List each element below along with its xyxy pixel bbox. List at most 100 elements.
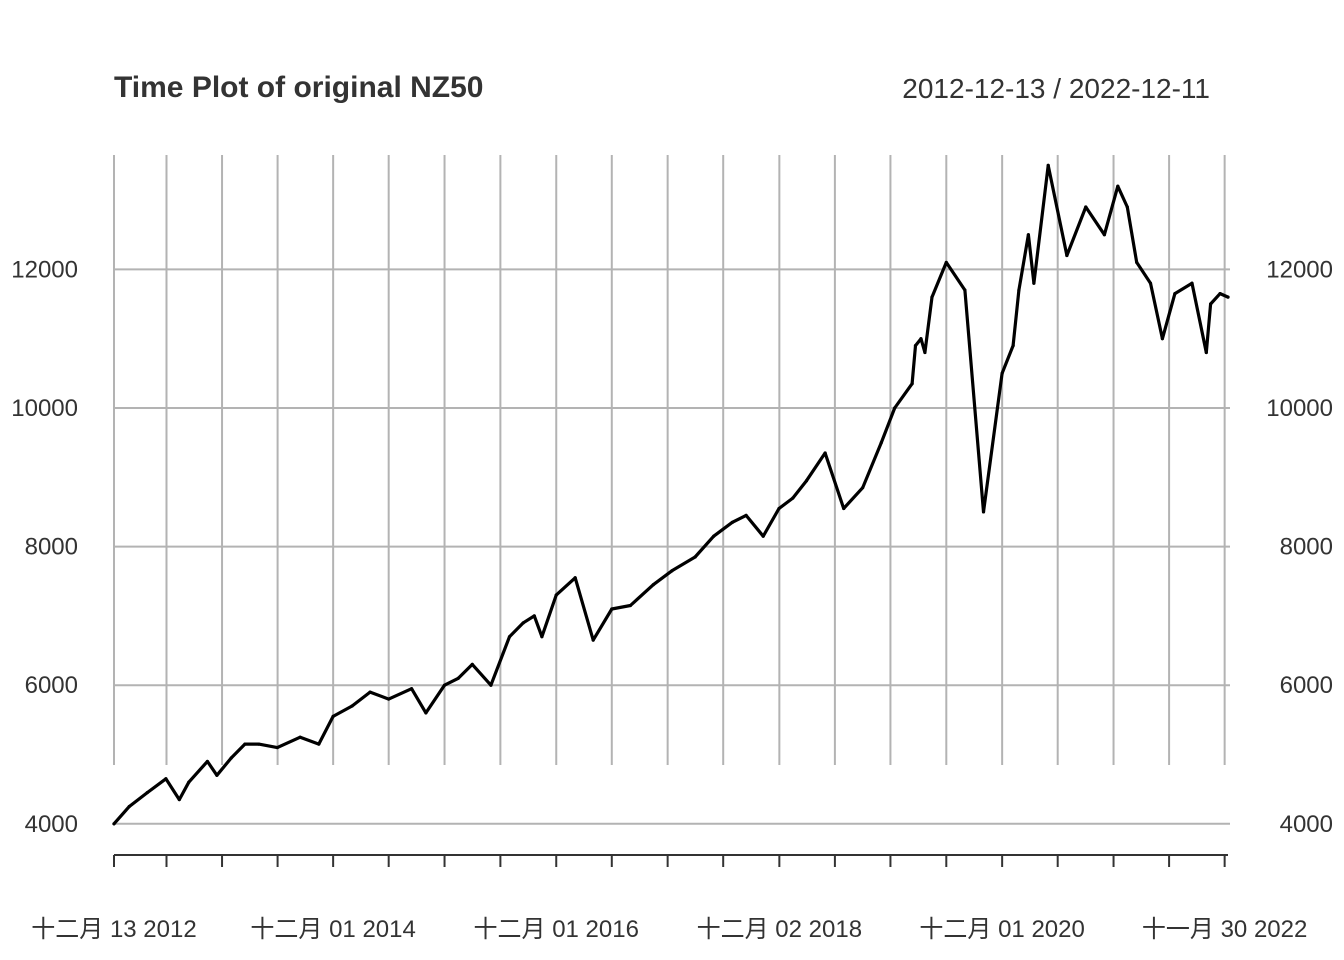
y-tick-left-4000: 4000 [25, 811, 78, 838]
data-point-35 [693, 555, 697, 559]
data-point-23 [489, 683, 493, 687]
data-point-65 [1116, 184, 1120, 188]
data-point-67 [1135, 260, 1139, 265]
data-point-72 [1204, 350, 1208, 355]
x-tick-label-2: 十二月 01 2016 [474, 916, 639, 943]
data-point-4 [177, 797, 181, 802]
data-point-68 [1148, 281, 1153, 285]
data-point-59 [1026, 233, 1030, 237]
data-point-24 [507, 635, 512, 639]
data-point-61 [1046, 163, 1050, 167]
data-point-71 [1190, 281, 1194, 285]
data-point-34 [670, 569, 674, 573]
data-point-6 [205, 759, 209, 764]
data-point-15 [350, 704, 354, 708]
data-point-38 [744, 513, 748, 517]
data-point-57 [1011, 343, 1015, 348]
data-point-58 [1017, 288, 1021, 292]
data-point-45 [861, 486, 865, 490]
y-tick-left-8000: 8000 [25, 534, 78, 561]
data-point-37 [730, 520, 734, 524]
data-point-66 [1125, 205, 1129, 209]
data-point-54 [963, 288, 967, 292]
data-point-14 [331, 714, 335, 718]
x-tick-label-5: 十一月 30 2022 [1142, 916, 1307, 943]
y-tick-right-6000: 6000 [1280, 672, 1333, 699]
data-point-74 [1218, 292, 1222, 296]
data-point-70 [1173, 292, 1177, 296]
data-point-52 [930, 295, 934, 299]
data-point-5 [187, 780, 191, 784]
x-tick-label-3: 十二月 02 2018 [697, 916, 862, 943]
data-point-28 [554, 593, 558, 597]
data-point-3 [164, 777, 168, 781]
data-point-29 [573, 576, 577, 580]
data-point-40 [777, 506, 781, 511]
y-axis-left-labels: 4000 6000 8000 10000 12000 [11, 256, 78, 837]
data-point-55 [981, 510, 986, 514]
data-point-41 [791, 496, 795, 500]
data-point-32 [628, 603, 633, 608]
data-point-30 [591, 638, 595, 642]
y-tick-left-12000: 12000 [11, 256, 78, 283]
data-point-25 [521, 621, 525, 625]
data-point-18 [409, 687, 414, 691]
data-point-49 [913, 343, 918, 348]
data-point-46 [879, 441, 883, 445]
x-axis [113, 854, 1228, 867]
data-point-26 [532, 614, 536, 618]
data-point-17 [387, 697, 391, 701]
data-point-13 [317, 742, 321, 746]
data-point-11 [275, 745, 279, 750]
data-point-73 [1209, 302, 1213, 306]
data-point-20 [442, 683, 447, 687]
chart-title: Time Plot of original NZ50 [114, 71, 484, 104]
date-range-label: 2012-12-13 / 2022-12-11 [902, 73, 1210, 104]
data-point-48 [910, 382, 914, 386]
data-point-64 [1102, 233, 1106, 237]
series-layer [112, 163, 1230, 826]
data-point-51 [923, 350, 927, 355]
y-axis-right-labels: 4000 6000 8000 10000 12000 [1266, 256, 1333, 837]
data-point-10 [257, 742, 261, 746]
x-gridlines [113, 155, 1226, 765]
data-point-7 [215, 773, 219, 777]
data-point-43 [823, 451, 827, 455]
data-point-44 [842, 506, 846, 511]
y-tick-right-10000: 10000 [1266, 395, 1333, 422]
data-point-1 [127, 804, 131, 809]
data-point-56 [1000, 371, 1004, 375]
data-point-63 [1084, 205, 1088, 209]
y-tick-right-12000: 12000 [1266, 256, 1333, 283]
nz50-series-line [112, 163, 1230, 826]
y-gridlines [114, 268, 1230, 825]
data-point-33 [651, 583, 655, 587]
x-tick-label-1: 十二月 01 2014 [250, 916, 415, 943]
y-tick-left-10000: 10000 [11, 395, 78, 422]
y-tick-right-4000: 4000 [1280, 811, 1333, 838]
data-point-62 [1065, 253, 1069, 258]
data-point-36 [712, 534, 716, 538]
data-point-2 [145, 791, 149, 795]
data-point-0 [112, 822, 116, 826]
data-point-39 [761, 534, 765, 538]
data-point-19 [424, 711, 428, 715]
data-point-22 [470, 662, 474, 667]
data-point-21 [456, 676, 460, 680]
data-point-42 [804, 479, 809, 483]
data-point-12 [298, 735, 302, 739]
x-tick-label-0: 十二月 13 2012 [31, 916, 196, 943]
data-point-53 [944, 260, 948, 265]
data-point-8 [229, 756, 233, 760]
data-point-50 [919, 337, 923, 341]
y-tick-right-8000: 8000 [1280, 534, 1333, 561]
data-point-27 [540, 635, 544, 639]
data-point-75 [1226, 295, 1230, 299]
x-tick-label-4: 十二月 01 2020 [919, 916, 1084, 943]
data-point-9 [243, 742, 247, 746]
data-point-60 [1032, 281, 1036, 285]
y-tick-left-6000: 6000 [25, 672, 78, 699]
data-point-16 [368, 690, 372, 694]
data-point-69 [1160, 337, 1164, 341]
